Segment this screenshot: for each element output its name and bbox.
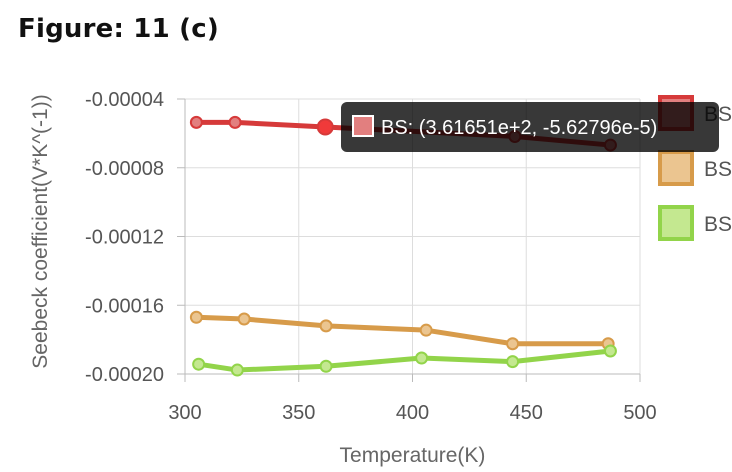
data-point-2-3 — [415, 351, 429, 365]
figure-title: Figure: 11 (c) — [18, 14, 219, 44]
x-tick-label-1: 350 — [282, 402, 315, 424]
data-point-2-0 — [192, 357, 206, 371]
data-point-0-0 — [189, 115, 203, 129]
tooltip: BS: (3.61651e+2, -5.62796e-5) — [341, 102, 719, 152]
tooltip-text: BS: (3.61651e+2, -5.62796e-5) — [381, 117, 657, 139]
legend-swatch-2 — [658, 205, 694, 241]
y-tick-label-2: -0.00012 — [85, 227, 164, 249]
data-point-2-1 — [230, 363, 244, 377]
tooltip-box — [341, 102, 719, 152]
data-point-0-2 — [316, 118, 334, 136]
y-tick-label-3: -0.00016 — [85, 295, 164, 317]
data-point-2-4 — [506, 355, 520, 369]
legend-swatch-1 — [658, 150, 694, 186]
series-line-2 — [196, 348, 613, 373]
data-point-1-3 — [419, 323, 433, 337]
y-tick-label-0: -0.00004 — [85, 89, 164, 111]
data-point-1-4 — [506, 337, 520, 351]
series-line-1 — [193, 314, 611, 347]
x-tick-label-4: 500 — [623, 402, 656, 424]
x-tick-label-3: 450 — [510, 402, 543, 424]
y-axis-label: Seebeck coefficient(V*K^(-1)) — [29, 94, 52, 368]
data-point-1-1 — [237, 312, 251, 326]
series-layer — [189, 115, 617, 377]
data-point-1-0 — [189, 310, 203, 324]
data-point-0-1 — [228, 115, 242, 129]
axes: 300 350 400 450 500 -0.00004 -0.00008 -0.00012 -… — [29, 89, 657, 467]
y-tick-label-1: -0.00008 — [85, 158, 164, 180]
y-tick-label-4: -0.00020 — [85, 364, 164, 386]
legend-label-1: BS — [704, 158, 732, 181]
data-point-2-2 — [319, 359, 333, 373]
data-point-1-2 — [319, 319, 333, 333]
legend-label-2: BS — [704, 213, 732, 236]
x-tick-label-0: 300 — [168, 402, 201, 424]
x-axis-label: Temperature(K) — [340, 444, 486, 467]
x-tick-label-2: 400 — [396, 402, 429, 424]
tooltip-swatch — [352, 115, 374, 137]
data-point-2-5 — [603, 344, 617, 358]
